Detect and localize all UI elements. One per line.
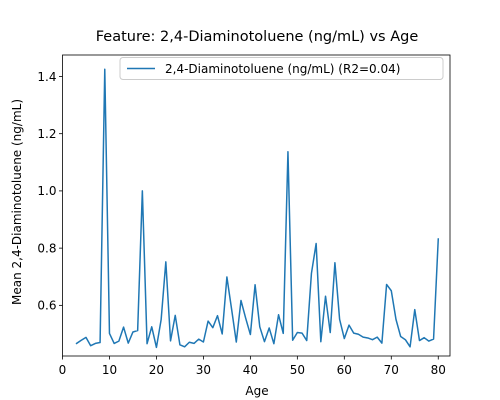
- x-tick-label: 0: [59, 363, 67, 377]
- y-tick-label: 1.0: [37, 184, 56, 198]
- y-tick-label: 0.6: [37, 299, 56, 313]
- plot-frame: [62, 54, 451, 357]
- legend-entry-label: 2,4-Diaminotoluene (ng/mL) (R2=0.04): [165, 62, 400, 76]
- y-tick-label: 1.2: [37, 127, 56, 141]
- x-tick-label: 40: [243, 363, 258, 377]
- x-axis-ticks: 0 10 20 30 40 50 60 70 80: [59, 356, 446, 377]
- x-tick-label: 20: [149, 363, 164, 377]
- x-tick-label: 80: [431, 363, 446, 377]
- x-tick-label: 60: [337, 363, 352, 377]
- x-tick-label: 30: [196, 363, 211, 377]
- y-tick-label: 0.8: [37, 241, 56, 255]
- chart-title: Feature: 2,4-Diaminotoluene (ng/mL) vs A…: [96, 29, 419, 45]
- y-axis-label: Mean 2,4-Diaminotoluene (ng/mL): [10, 99, 24, 305]
- x-tick-label: 70: [384, 363, 399, 377]
- legend: 2,4-Diaminotoluene (ng/mL) (R2=0.04): [119, 57, 444, 80]
- y-axis-ticks: 0.6 0.8 1.0 1.2 1.4: [37, 70, 63, 313]
- y-tick-label: 1.4: [37, 70, 56, 84]
- series-line-0: [75, 68, 440, 349]
- x-tick-label: 50: [290, 363, 305, 377]
- legend-frame: [119, 57, 444, 80]
- x-tick-label: 10: [102, 363, 117, 377]
- plot-area: [62, 54, 451, 357]
- x-axis-label: Age: [245, 384, 268, 398]
